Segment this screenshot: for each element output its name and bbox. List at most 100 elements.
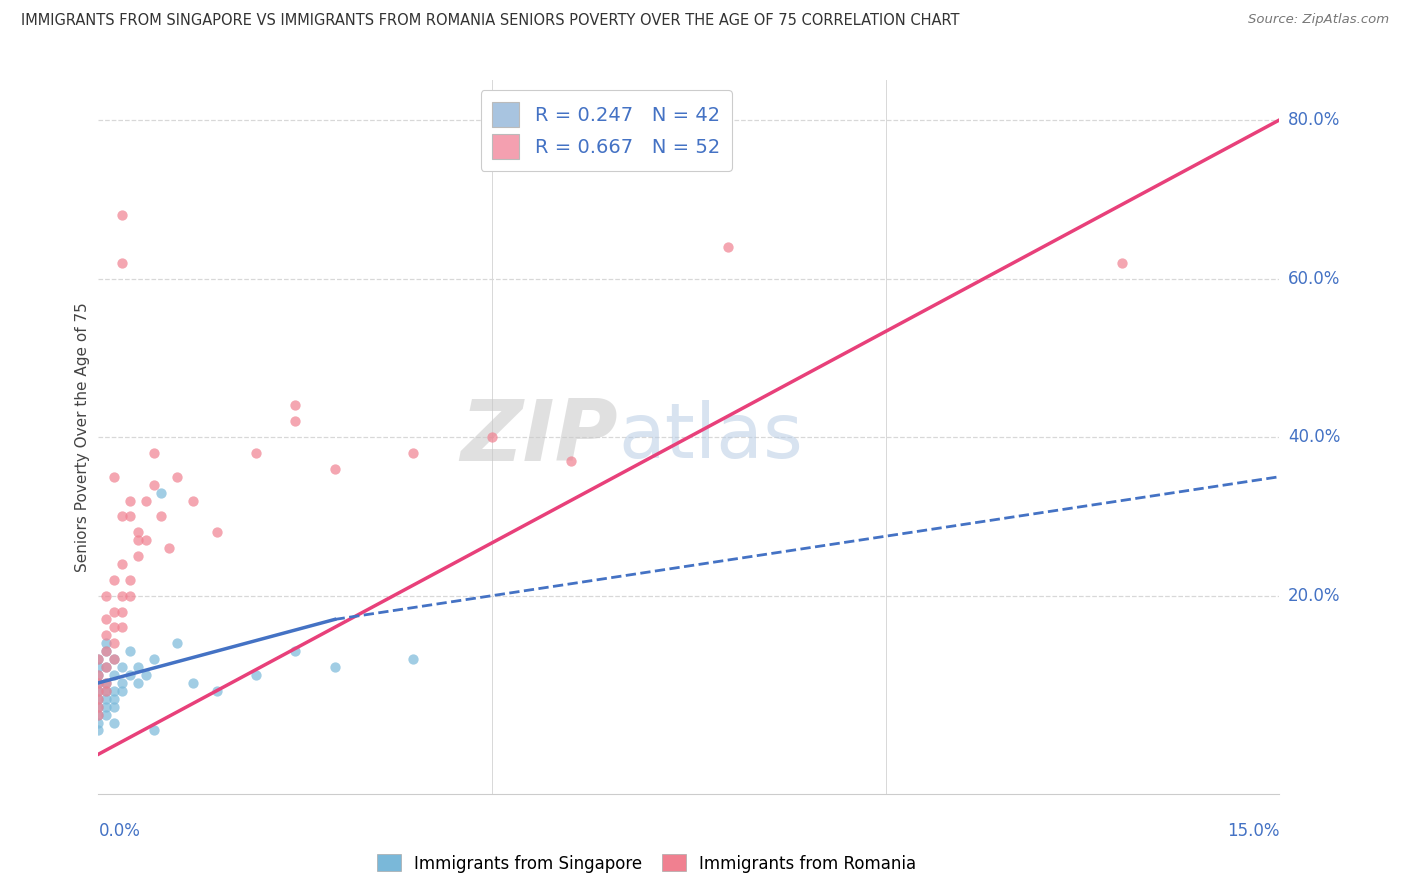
Point bbox=[150, 509, 173, 524]
Point bbox=[284, 398, 307, 412]
Point bbox=[87, 676, 110, 690]
Text: 80.0%: 80.0% bbox=[1288, 111, 1340, 129]
Point bbox=[402, 652, 425, 666]
Point bbox=[245, 446, 267, 460]
Point bbox=[127, 660, 149, 674]
Point bbox=[103, 715, 125, 730]
Point bbox=[103, 636, 125, 650]
Point bbox=[135, 668, 157, 682]
Point bbox=[87, 723, 110, 738]
Point bbox=[96, 699, 118, 714]
Point bbox=[118, 644, 141, 658]
Point bbox=[96, 589, 118, 603]
Point bbox=[96, 644, 118, 658]
Point bbox=[96, 683, 118, 698]
Point bbox=[87, 691, 110, 706]
Point bbox=[87, 683, 110, 698]
Point bbox=[284, 644, 307, 658]
Point bbox=[111, 660, 134, 674]
Point bbox=[127, 676, 149, 690]
Text: 40.0%: 40.0% bbox=[1288, 428, 1340, 446]
Point bbox=[323, 462, 346, 476]
Y-axis label: Seniors Poverty Over the Age of 75: Seniors Poverty Over the Age of 75 bbox=[75, 302, 90, 572]
Text: ZIP: ZIP bbox=[460, 395, 619, 479]
Legend: Immigrants from Singapore, Immigrants from Romania: Immigrants from Singapore, Immigrants fr… bbox=[371, 847, 922, 880]
Point bbox=[96, 644, 118, 658]
Point bbox=[87, 683, 110, 698]
Point bbox=[142, 723, 165, 738]
Point bbox=[87, 707, 110, 722]
Point bbox=[111, 255, 134, 269]
Point bbox=[181, 493, 204, 508]
Point bbox=[87, 668, 110, 682]
Point bbox=[127, 549, 149, 563]
Point bbox=[166, 469, 188, 483]
Text: 20.0%: 20.0% bbox=[1288, 587, 1340, 605]
Point bbox=[103, 605, 125, 619]
Point bbox=[157, 541, 180, 555]
Point bbox=[103, 652, 125, 666]
Point bbox=[87, 699, 110, 714]
Point bbox=[142, 652, 165, 666]
Point bbox=[118, 668, 141, 682]
Point bbox=[1111, 255, 1133, 269]
Point bbox=[103, 620, 125, 634]
Text: 15.0%: 15.0% bbox=[1227, 822, 1279, 840]
Point bbox=[87, 715, 110, 730]
Point bbox=[87, 676, 110, 690]
Point bbox=[150, 485, 173, 500]
Point bbox=[118, 589, 141, 603]
Point bbox=[96, 612, 118, 626]
Point bbox=[118, 573, 141, 587]
Point bbox=[402, 446, 425, 460]
Point bbox=[111, 589, 134, 603]
Point bbox=[142, 477, 165, 491]
Point bbox=[118, 493, 141, 508]
Point bbox=[87, 660, 110, 674]
Point bbox=[103, 683, 125, 698]
Point bbox=[96, 691, 118, 706]
Point bbox=[96, 676, 118, 690]
Point bbox=[284, 414, 307, 428]
Text: Source: ZipAtlas.com: Source: ZipAtlas.com bbox=[1249, 13, 1389, 27]
Point bbox=[87, 699, 110, 714]
Point bbox=[481, 430, 503, 444]
Point bbox=[96, 683, 118, 698]
Point bbox=[87, 691, 110, 706]
Point bbox=[96, 660, 118, 674]
Point bbox=[135, 533, 157, 548]
Point bbox=[127, 533, 149, 548]
Point bbox=[205, 525, 228, 540]
Point bbox=[166, 636, 188, 650]
Point bbox=[111, 620, 134, 634]
Point bbox=[111, 605, 134, 619]
Point bbox=[111, 557, 134, 571]
Point bbox=[103, 668, 125, 682]
Point bbox=[96, 707, 118, 722]
Point bbox=[103, 699, 125, 714]
Point bbox=[717, 240, 740, 254]
Point bbox=[87, 652, 110, 666]
Text: atlas: atlas bbox=[619, 401, 803, 474]
Point bbox=[111, 208, 134, 222]
Point bbox=[103, 469, 125, 483]
Point bbox=[103, 573, 125, 587]
Point bbox=[96, 628, 118, 642]
Point bbox=[323, 660, 346, 674]
Point bbox=[111, 509, 134, 524]
Text: IMMIGRANTS FROM SINGAPORE VS IMMIGRANTS FROM ROMANIA SENIORS POVERTY OVER THE AG: IMMIGRANTS FROM SINGAPORE VS IMMIGRANTS … bbox=[21, 13, 959, 29]
Point bbox=[87, 668, 110, 682]
Text: 0.0%: 0.0% bbox=[98, 822, 141, 840]
Text: 60.0%: 60.0% bbox=[1288, 269, 1340, 287]
Point bbox=[87, 652, 110, 666]
Point bbox=[111, 683, 134, 698]
Point bbox=[87, 707, 110, 722]
Point bbox=[135, 493, 157, 508]
Point bbox=[96, 676, 118, 690]
Point bbox=[103, 691, 125, 706]
Legend: R = 0.247   N = 42, R = 0.667   N = 52: R = 0.247 N = 42, R = 0.667 N = 52 bbox=[481, 90, 733, 171]
Point bbox=[127, 525, 149, 540]
Point bbox=[96, 636, 118, 650]
Point bbox=[245, 668, 267, 682]
Point bbox=[205, 683, 228, 698]
